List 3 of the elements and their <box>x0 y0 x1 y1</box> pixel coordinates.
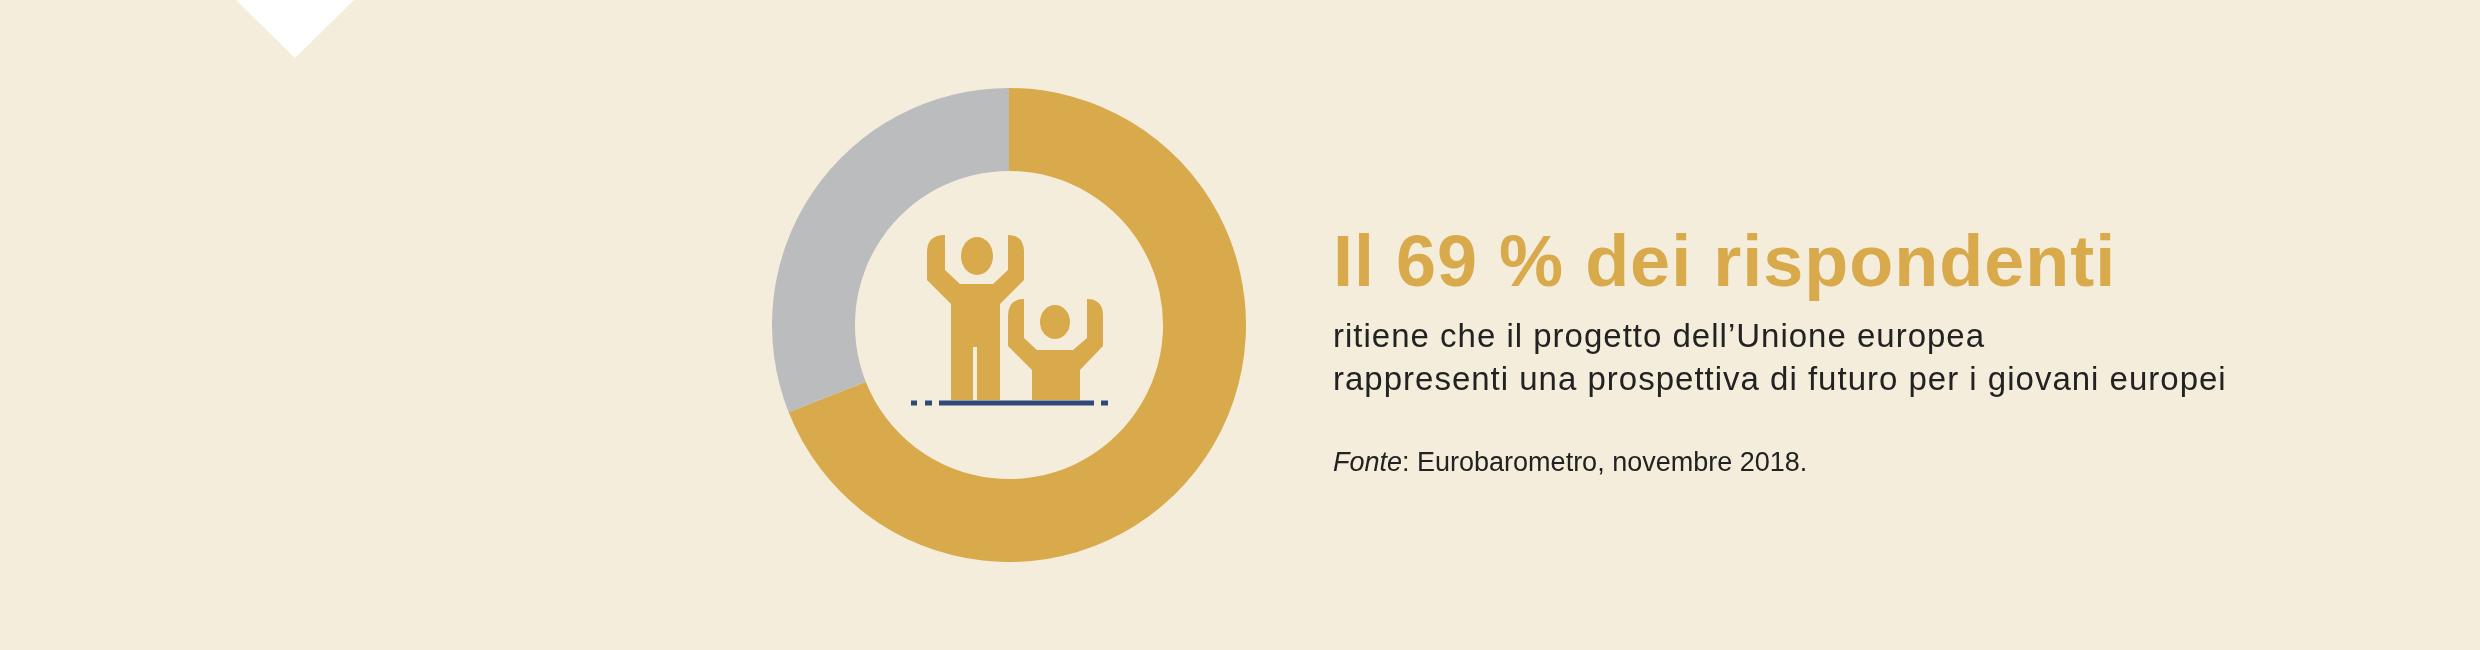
source-note: Fonte: Eurobarometro, novembre 2018. <box>1333 447 1808 477</box>
text: ritiene che il progetto dell’Unione europea rappresenti una prospettiva di futuro per i giovani europei <box>1333 316 2227 399</box>
text: Il 69 % dei rispondenti <box>1333 221 2117 301</box>
